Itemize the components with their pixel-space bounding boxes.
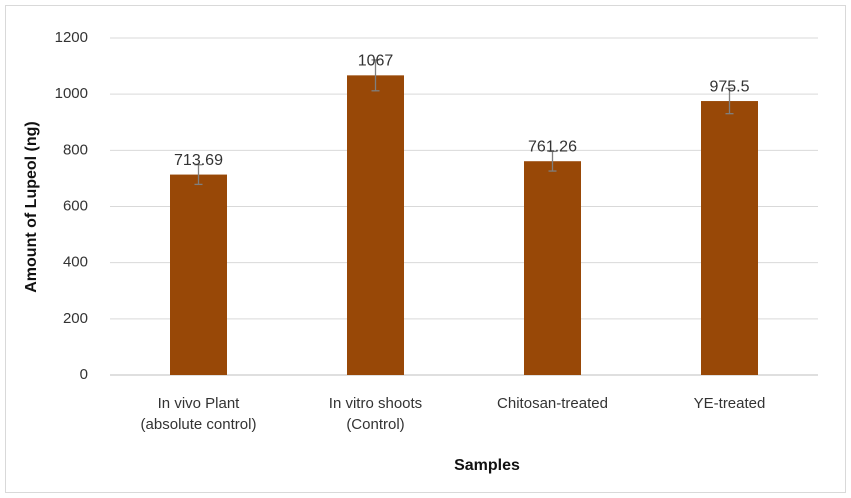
y-axis-title: Amount of Lupeol (ng) xyxy=(23,121,40,293)
x-axis-title: Samples xyxy=(454,457,520,474)
error-bar xyxy=(371,59,380,92)
x-tick-label: In vivo Plant xyxy=(158,395,241,412)
y-tick-label: 1200 xyxy=(55,29,88,46)
error-bar xyxy=(194,164,203,186)
x-tick-label: In vitro shoots xyxy=(329,395,422,412)
data-label: 1067 xyxy=(358,53,394,70)
y-tick-label: 800 xyxy=(63,141,88,158)
data-label: 761.26 xyxy=(528,138,577,155)
data-label: 975.5 xyxy=(709,78,749,95)
bar xyxy=(347,75,404,375)
y-tick-label: 600 xyxy=(63,197,88,214)
bar xyxy=(170,174,227,375)
y-tick-label: 400 xyxy=(63,254,88,271)
x-tick-label: (absolute control) xyxy=(141,416,257,433)
bar xyxy=(701,101,758,375)
x-tick-label: (Control) xyxy=(346,416,404,433)
y-tick-label: 200 xyxy=(63,310,88,327)
y-tick-label: 1000 xyxy=(55,85,88,102)
x-tick-label: YE-treated xyxy=(694,395,766,412)
x-tick-label: Chitosan-treated xyxy=(497,395,608,412)
error-bar xyxy=(725,87,734,115)
data-label: 713.69 xyxy=(174,152,223,169)
error-bar xyxy=(548,150,557,172)
bar xyxy=(524,161,581,375)
y-tick-label: 0 xyxy=(80,366,88,383)
